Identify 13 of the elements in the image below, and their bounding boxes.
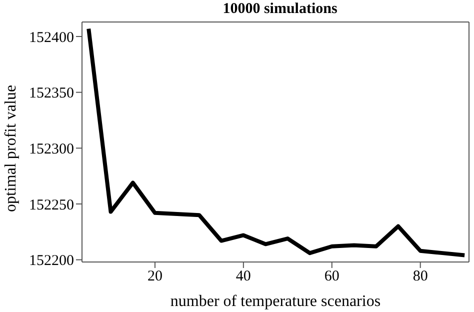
x-axis-title: number of temperature scenarios [170,293,381,310]
y-axis-title: optimal profit value [2,84,20,212]
chart-title: 10000 simulations [222,1,338,18]
x-tick-label: 40 [236,268,251,285]
x-tick-label: 80 [412,268,428,285]
x-tick-label: 20 [147,268,162,285]
y-tick-label: 152350 [29,86,74,102]
line-series [86,26,467,258]
y-tick-label: 152400 [29,30,74,46]
y-tick-label: 152200 [29,253,74,270]
y-tick-label: 152250 [29,197,74,214]
y-tick-label: 152300 [29,141,74,158]
x-tick-label: 60 [324,268,340,285]
